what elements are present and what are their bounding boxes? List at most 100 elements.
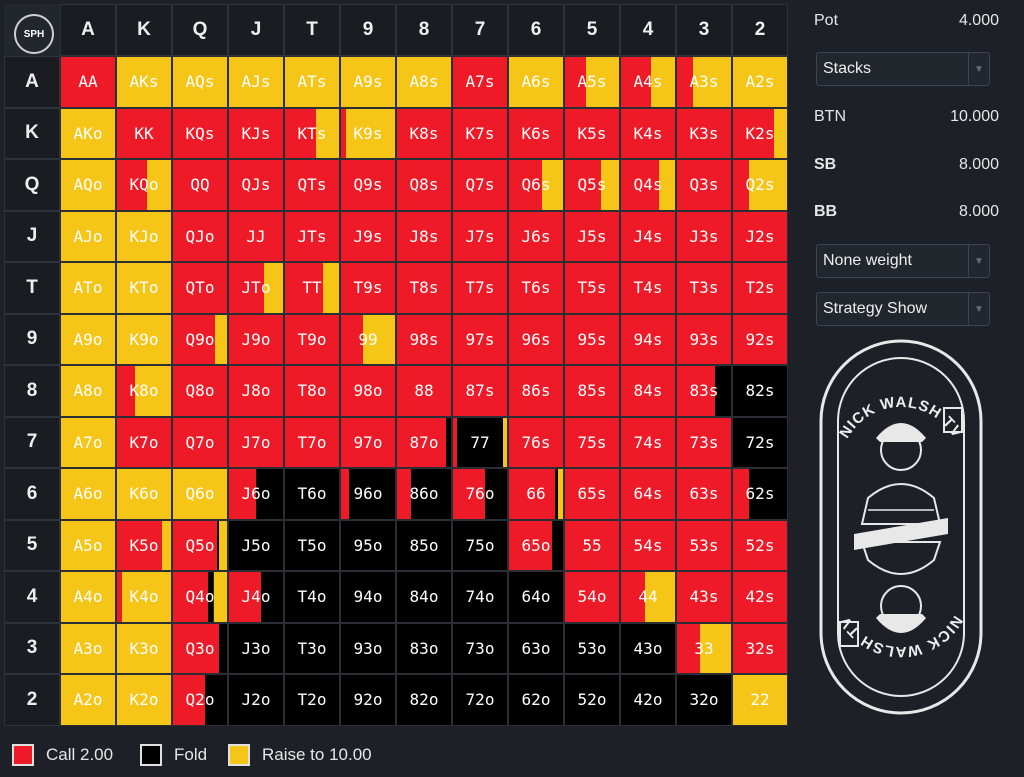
- hand-cell[interactable]: T9o: [284, 313, 340, 365]
- hand-cell[interactable]: Q9s: [340, 159, 396, 211]
- hand-cell[interactable]: T4s: [620, 262, 676, 314]
- hand-cell[interactable]: A8s: [396, 56, 452, 108]
- hand-cell[interactable]: AKs: [116, 56, 172, 108]
- hand-cell[interactable]: 72s: [732, 416, 788, 468]
- hand-cell[interactable]: 88: [396, 365, 452, 417]
- hand-cell[interactable]: 43o: [620, 622, 676, 674]
- hand-cell[interactable]: T5s: [564, 262, 620, 314]
- hand-cell[interactable]: ATs: [284, 56, 340, 108]
- hand-cell[interactable]: 44: [620, 571, 676, 623]
- hand-cell[interactable]: 75o: [452, 519, 508, 571]
- hand-cell[interactable]: 84s: [620, 365, 676, 417]
- hand-cell[interactable]: K6o: [116, 468, 172, 520]
- hand-cell[interactable]: QQ: [172, 159, 228, 211]
- hand-cell[interactable]: 96o: [340, 468, 396, 520]
- hand-cell[interactable]: T7s: [452, 262, 508, 314]
- hand-cell[interactable]: A4s: [620, 56, 676, 108]
- hand-cell[interactable]: A2s: [732, 56, 788, 108]
- hand-cell[interactable]: A3s: [676, 56, 732, 108]
- hand-cell[interactable]: 66: [508, 468, 564, 520]
- hand-cell[interactable]: A5o: [60, 519, 116, 571]
- hand-cell[interactable]: 32s: [732, 622, 788, 674]
- hand-cell[interactable]: QJs: [228, 159, 284, 211]
- hand-cell[interactable]: A6o: [60, 468, 116, 520]
- hand-cell[interactable]: T6s: [508, 262, 564, 314]
- hand-cell[interactable]: K5o: [116, 519, 172, 571]
- hand-cell[interactable]: 65s: [564, 468, 620, 520]
- hand-cell[interactable]: T7o: [284, 416, 340, 468]
- hand-cell[interactable]: 53o: [564, 622, 620, 674]
- hand-cell[interactable]: 53s: [676, 519, 732, 571]
- hand-cell[interactable]: KJs: [228, 107, 284, 159]
- hand-cell[interactable]: K2o: [116, 674, 172, 726]
- hand-cell[interactable]: 74o: [452, 571, 508, 623]
- hand-cell[interactable]: A4o: [60, 571, 116, 623]
- hand-cell[interactable]: 98s: [396, 313, 452, 365]
- hand-cell[interactable]: Q4s: [620, 159, 676, 211]
- hand-cell[interactable]: Q7o: [172, 416, 228, 468]
- strategy-dropdown[interactable]: Strategy Show ▼: [816, 292, 990, 326]
- hand-cell[interactable]: T2s: [732, 262, 788, 314]
- hand-cell[interactable]: K5s: [564, 107, 620, 159]
- hand-cell[interactable]: 99: [340, 313, 396, 365]
- hand-cell[interactable]: K4s: [620, 107, 676, 159]
- hand-cell[interactable]: 74s: [620, 416, 676, 468]
- hand-cell[interactable]: Q2s: [732, 159, 788, 211]
- hand-cell[interactable]: 93s: [676, 313, 732, 365]
- hand-cell[interactable]: Q6o: [172, 468, 228, 520]
- hand-cell[interactable]: J7s: [452, 210, 508, 262]
- hand-cell[interactable]: Q9o: [172, 313, 228, 365]
- hand-cell[interactable]: 73o: [452, 622, 508, 674]
- hand-cell[interactable]: K8s: [396, 107, 452, 159]
- hand-cell[interactable]: 86s: [508, 365, 564, 417]
- hand-cell[interactable]: T8o: [284, 365, 340, 417]
- hand-cell[interactable]: A9s: [340, 56, 396, 108]
- hand-cell[interactable]: Q4o: [172, 571, 228, 623]
- hand-cell[interactable]: 65o: [508, 519, 564, 571]
- hand-cell[interactable]: TT: [284, 262, 340, 314]
- hand-cell[interactable]: 54o: [564, 571, 620, 623]
- hand-cell[interactable]: 86o: [396, 468, 452, 520]
- hand-cell[interactable]: 63o: [508, 622, 564, 674]
- hand-cell[interactable]: Q3s: [676, 159, 732, 211]
- hand-cell[interactable]: 84o: [396, 571, 452, 623]
- hand-cell[interactable]: A7o: [60, 416, 116, 468]
- hand-cell[interactable]: KQs: [172, 107, 228, 159]
- hand-cell[interactable]: 95o: [340, 519, 396, 571]
- hand-cell[interactable]: 87s: [452, 365, 508, 417]
- hand-cell[interactable]: 77: [452, 416, 508, 468]
- hand-cell[interactable]: Q8o: [172, 365, 228, 417]
- hand-cell[interactable]: 97o: [340, 416, 396, 468]
- app-logo[interactable]: SPH: [14, 14, 54, 54]
- hand-cell[interactable]: ATo: [60, 262, 116, 314]
- hand-cell[interactable]: Q3o: [172, 622, 228, 674]
- hand-cell[interactable]: K4o: [116, 571, 172, 623]
- hand-cell[interactable]: T9s: [340, 262, 396, 314]
- hand-cell[interactable]: QTo: [172, 262, 228, 314]
- hand-cell[interactable]: K8o: [116, 365, 172, 417]
- hand-cell[interactable]: T3o: [284, 622, 340, 674]
- hand-cell[interactable]: 55: [564, 519, 620, 571]
- hand-cell[interactable]: Q2o: [172, 674, 228, 726]
- hand-cell[interactable]: K7s: [452, 107, 508, 159]
- hand-cell[interactable]: 83o: [396, 622, 452, 674]
- hand-cell[interactable]: J4o: [228, 571, 284, 623]
- hand-cell[interactable]: 33: [676, 622, 732, 674]
- hand-cell[interactable]: 22: [732, 674, 788, 726]
- hand-cell[interactable]: J4s: [620, 210, 676, 262]
- hand-cell[interactable]: KTo: [116, 262, 172, 314]
- hand-cell[interactable]: K7o: [116, 416, 172, 468]
- hand-cell[interactable]: AKo: [60, 107, 116, 159]
- hand-cell[interactable]: 97s: [452, 313, 508, 365]
- hand-cell[interactable]: AQo: [60, 159, 116, 211]
- hand-cell[interactable]: A9o: [60, 313, 116, 365]
- hand-cell[interactable]: J9s: [340, 210, 396, 262]
- hand-cell[interactable]: J2o: [228, 674, 284, 726]
- hand-cell[interactable]: T3s: [676, 262, 732, 314]
- hand-cell[interactable]: J5o: [228, 519, 284, 571]
- hand-cell[interactable]: J5s: [564, 210, 620, 262]
- hand-cell[interactable]: J6o: [228, 468, 284, 520]
- hand-cell[interactable]: J6s: [508, 210, 564, 262]
- hand-cell[interactable]: 52o: [564, 674, 620, 726]
- hand-cell[interactable]: A3o: [60, 622, 116, 674]
